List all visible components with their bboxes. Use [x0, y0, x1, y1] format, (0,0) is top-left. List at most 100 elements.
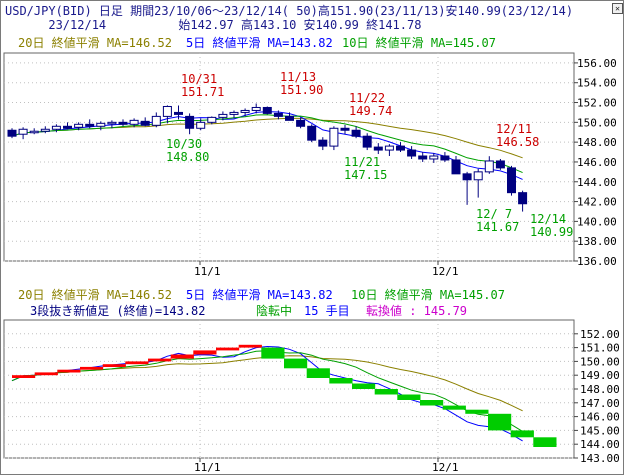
y-tick-label: 138.00 [577, 235, 617, 248]
y-tick-label: 146.00 [577, 156, 617, 169]
y-tick-label: 142.00 [577, 196, 617, 209]
candle-body [440, 155, 450, 161]
candle-body [407, 149, 417, 157]
candle-panel-grid [4, 53, 574, 262]
ma10-line-top [11, 114, 523, 174]
y-tick-label: 144.00 [577, 176, 617, 189]
candle-x-axis: 11/1 12/1 [194, 261, 459, 278]
candle-body [396, 145, 405, 151]
candle-body [185, 115, 195, 129]
candle-body [340, 127, 350, 131]
candle-body [196, 121, 206, 129]
candle-body [518, 192, 528, 205]
tlb-box-up [148, 358, 172, 362]
candle-body [429, 155, 439, 160]
y-tick-label: 143.00 [580, 452, 620, 465]
legend-ma10-top: 10日 終値平滑 MA=145.07 [342, 35, 496, 50]
tlb-box-up [125, 361, 149, 365]
candle-body [118, 121, 128, 125]
candle-body [162, 105, 172, 117]
annotation-value: 148.80 [166, 150, 209, 164]
tlb-box-down [329, 378, 353, 384]
y-tick-label: 148.00 [577, 136, 617, 149]
legend-ma10-bottom: 10日 終値平滑 MA=145.07 [351, 287, 505, 302]
tlb-box-down [465, 409, 489, 414]
y-tick-label: 154.00 [577, 77, 617, 90]
x-tick-label: 12/1 [432, 265, 459, 278]
legend-ma20-top: 20日 終値平滑 MA=146.52 [18, 35, 172, 50]
x-tick-label: 12/1 [432, 461, 459, 474]
candle-body [462, 173, 472, 181]
candle-body [85, 123, 95, 127]
candle-body [107, 121, 117, 125]
tlb-box-down [374, 389, 398, 395]
y-tick-label: 140.00 [577, 215, 617, 228]
candle-body [129, 119, 139, 125]
candle-series [7, 103, 528, 212]
y-tick-label: 156.00 [577, 57, 617, 70]
annotation-value: 141.67 [476, 220, 519, 234]
y-tick-label: 150.00 [580, 355, 620, 368]
legend-ma20-bottom: 20日 終値平滑 MA=146.52 [18, 287, 172, 302]
candle-body [307, 125, 317, 141]
candle-body [240, 109, 250, 113]
tlb-box-down [488, 413, 512, 431]
title-bar: USD/JPY(BID) 日足 期間23/10/06～23/12/14( 50)… [2, 2, 612, 32]
y-tick-label: 149.00 [580, 369, 620, 382]
candle-body [29, 130, 39, 134]
ma5-line-bottom [11, 345, 523, 442]
y-tick-label: 144.00 [580, 438, 620, 451]
tlb-box-up [57, 369, 81, 373]
tlb-info-reverse: 転換値 : 145.79 [366, 303, 467, 318]
candle-body [262, 106, 272, 114]
candle-body [51, 125, 61, 130]
tlb-box-up [80, 366, 104, 370]
candle-body [451, 159, 461, 175]
candle-body [40, 128, 50, 132]
candle-body [151, 115, 161, 126]
tlb-box-up [238, 344, 262, 348]
candle-body [418, 155, 428, 160]
candle-body [495, 160, 505, 169]
tlb-box-down [420, 400, 444, 406]
tlb-info-count: 15 手目 [304, 304, 350, 318]
candle-body [96, 122, 106, 127]
tlb-box-up [170, 354, 194, 359]
annotation-date: 10/30 [166, 137, 202, 151]
candle-body [174, 111, 183, 115]
tlb-box-down [533, 437, 557, 447]
y-tick-label: 148.00 [580, 383, 620, 396]
candle-body [507, 167, 516, 194]
x-tick-label: 11/1 [194, 265, 221, 278]
annotation-date: 10/31 [181, 72, 217, 86]
annotation-value: 151.71 [181, 85, 224, 99]
title-line-period: USD/JPY(BID) 日足 期間23/10/06～23/12/14( 50)… [5, 4, 574, 18]
y-tick-label: 147.00 [580, 397, 620, 410]
annotation-date: 12/ 7 [476, 207, 512, 221]
candle-body [296, 119, 306, 127]
candle-body [285, 115, 294, 121]
candle-body [484, 160, 494, 173]
candle-body [362, 135, 372, 148]
annotation-value: 147.15 [344, 168, 387, 182]
candle-body [18, 128, 28, 135]
tlb-x-axis: 11/1 12/1 [194, 458, 459, 474]
annotation-date: 11/21 [344, 155, 380, 169]
annotation-date: 12/11 [496, 122, 532, 136]
candle-body [63, 125, 72, 129]
candle-annotations: 10/31151.7110/30148.8011/13151.9011/2214… [166, 70, 573, 239]
y-tick-label: 136.00 [577, 255, 617, 268]
legend-ma5-bottom: 5日 終値平滑 MA=143.82 [186, 287, 333, 302]
annotation-date: 11/22 [349, 91, 385, 105]
candle-body [351, 129, 361, 137]
annotation-value: 149.74 [349, 104, 392, 118]
candle-y-axis: 136.00 138.00 140.00 142.00 144.00 146.00 148.… [574, 57, 617, 268]
tlb-box-up [216, 347, 240, 351]
x-tick-label: 11/1 [194, 461, 221, 474]
tlb-box-up [102, 364, 126, 367]
y-tick-label: 150.00 [577, 116, 617, 129]
tlb-box-up [193, 350, 217, 355]
tlb-box-down [261, 347, 285, 359]
close-x-icon[interactable]: ✕ [612, 3, 623, 14]
